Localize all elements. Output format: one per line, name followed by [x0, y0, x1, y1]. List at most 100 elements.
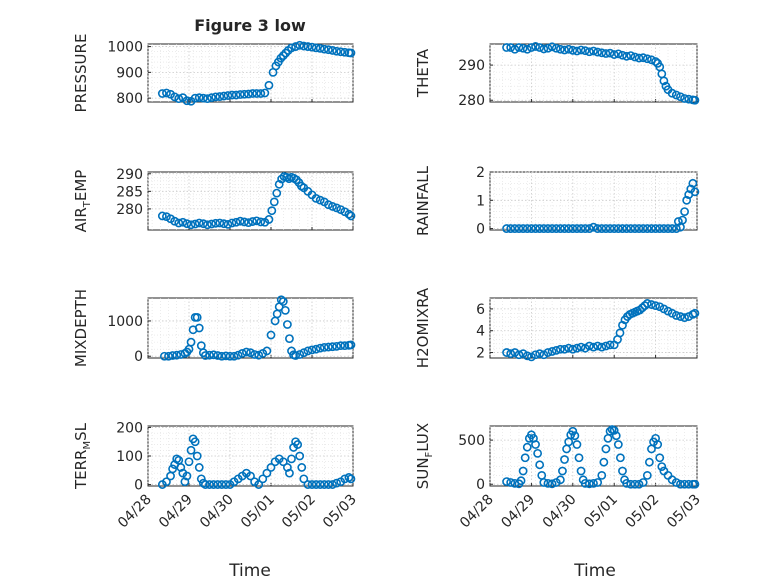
data-point-air-temp [315, 195, 325, 205]
data-point-pressure [264, 80, 274, 90]
data-point-theta [547, 42, 557, 52]
subplot-h2omixra: 2 4 6 H2OMIXRA [414, 287, 700, 368]
data-point-terr-msl [246, 471, 255, 481]
data-point-h2omixra [572, 343, 582, 353]
data-point-h2omixra [605, 340, 615, 350]
data-point-theta [680, 94, 689, 103]
data-point-theta [597, 48, 607, 58]
data-point-mixdepth [237, 349, 247, 358]
data-point-mixdepth [250, 350, 259, 359]
data-point-sun-flux [597, 471, 607, 480]
data-point-theta [613, 49, 623, 59]
subplot-sun-flux: 04/28 04/29 04/30 05/01 05/02 05/03 0 500 SUNFLU… [414, 423, 704, 532]
data-point-rainfall [609, 224, 619, 233]
data-point-rainfall [622, 224, 632, 233]
data-point-rainfall [564, 224, 574, 233]
data-point-mixdepth [319, 343, 329, 352]
data-point-sun-flux [605, 426, 615, 436]
data-point-rainfall [551, 224, 561, 233]
y-tick-label: 900 [116, 65, 143, 81]
data-point-mixdepth [340, 341, 350, 351]
data-point-sun-flux [626, 479, 636, 489]
y-axis-label-h2omixra: H2OMIXRA [414, 287, 432, 368]
data-point-rainfall [514, 224, 524, 233]
data-point-air-temp [198, 219, 208, 229]
data-point-rainfall [651, 224, 660, 233]
y-tick-label: 1000 [107, 314, 143, 330]
data-point-mixdepth [209, 350, 218, 360]
data-point-pressure [340, 47, 350, 57]
data-point-sun-flux [516, 476, 526, 486]
data-point-theta [502, 43, 511, 52]
x-tick-label: 05/01 [581, 492, 621, 532]
data-point-terr-msl [184, 457, 194, 467]
data-point-theta [618, 50, 627, 60]
data-point-rainfall [506, 224, 516, 233]
data-point-theta [684, 94, 694, 104]
data-point-rainfall [638, 224, 648, 233]
data-point-terr-msl [194, 463, 204, 472]
data-point-air-temp [211, 218, 221, 228]
data-point-terr-msl [209, 480, 218, 489]
data-point-air-temp [207, 219, 216, 229]
data-point-terr-msl [254, 480, 264, 489]
data-point-h2omixra [551, 345, 561, 355]
data-point-mixdepth [295, 350, 305, 359]
data-point-theta [560, 45, 569, 55]
data-point-air-temp [269, 197, 279, 207]
data-point-theta [601, 49, 611, 58]
data-point-mixdepth [246, 348, 255, 358]
data-point-terr-msl [258, 474, 268, 484]
data-point-terr-msl [319, 480, 329, 489]
data-point-theta [622, 51, 632, 61]
data-point-h2omixra [589, 342, 598, 352]
data-point-mixdepth [266, 330, 276, 340]
data-point-theta [514, 43, 524, 52]
data-point-pressure [256, 89, 266, 98]
data-point-theta [535, 43, 545, 52]
data-point-pressure [346, 48, 356, 58]
data-point-terr-msl [297, 463, 307, 472]
y-tick-label: 0 [476, 222, 485, 238]
data-point-air-temp [223, 219, 233, 229]
data-point-rainfall [659, 224, 669, 233]
data-point-sun-flux [539, 478, 549, 487]
data-point-terr-msl [315, 480, 325, 489]
y-tick-label: 100 [116, 449, 143, 465]
data-point-theta [659, 76, 669, 86]
data-point-h2omixra [615, 328, 625, 338]
data-point-sun-flux [609, 426, 619, 435]
data-point-air-temp [264, 215, 274, 224]
y-tick-label: 800 [116, 91, 143, 107]
data-point-pressure [307, 42, 317, 52]
data-point-theta [642, 54, 652, 64]
data-point-air-temp [267, 206, 277, 216]
data-point-air-temp [256, 217, 266, 227]
data-point-terr-msl [162, 477, 171, 487]
data-point-pressure [207, 93, 216, 103]
data-point-mixdepth [311, 344, 321, 354]
data-point-rainfall [580, 224, 590, 233]
data-point-theta [522, 44, 532, 54]
data-point-rainfall [560, 224, 569, 233]
data-point-pressure [303, 42, 313, 51]
y-tick-label: 290 [458, 58, 485, 74]
data-point-sun-flux [568, 426, 578, 436]
data-point-sun-flux [601, 444, 611, 454]
data-point-theta [589, 46, 598, 56]
data-point-sun-flux [560, 455, 569, 464]
data-point-sun-flux [684, 479, 694, 489]
data-point-mixdepth [323, 342, 333, 352]
data-point-terr-msl [287, 454, 296, 464]
data-point-rainfall [568, 224, 578, 233]
data-point-pressure [276, 53, 286, 63]
x-tick-label: 05/02 [279, 492, 319, 532]
data-point-rainfall [680, 207, 689, 217]
data-point-sun-flux [535, 460, 545, 470]
data-point-terr-msl [323, 480, 333, 489]
data-point-rainfall [589, 222, 598, 232]
data-point-sun-flux [555, 475, 565, 485]
data-point-sun-flux [655, 453, 665, 463]
data-point-pressure [332, 46, 341, 56]
